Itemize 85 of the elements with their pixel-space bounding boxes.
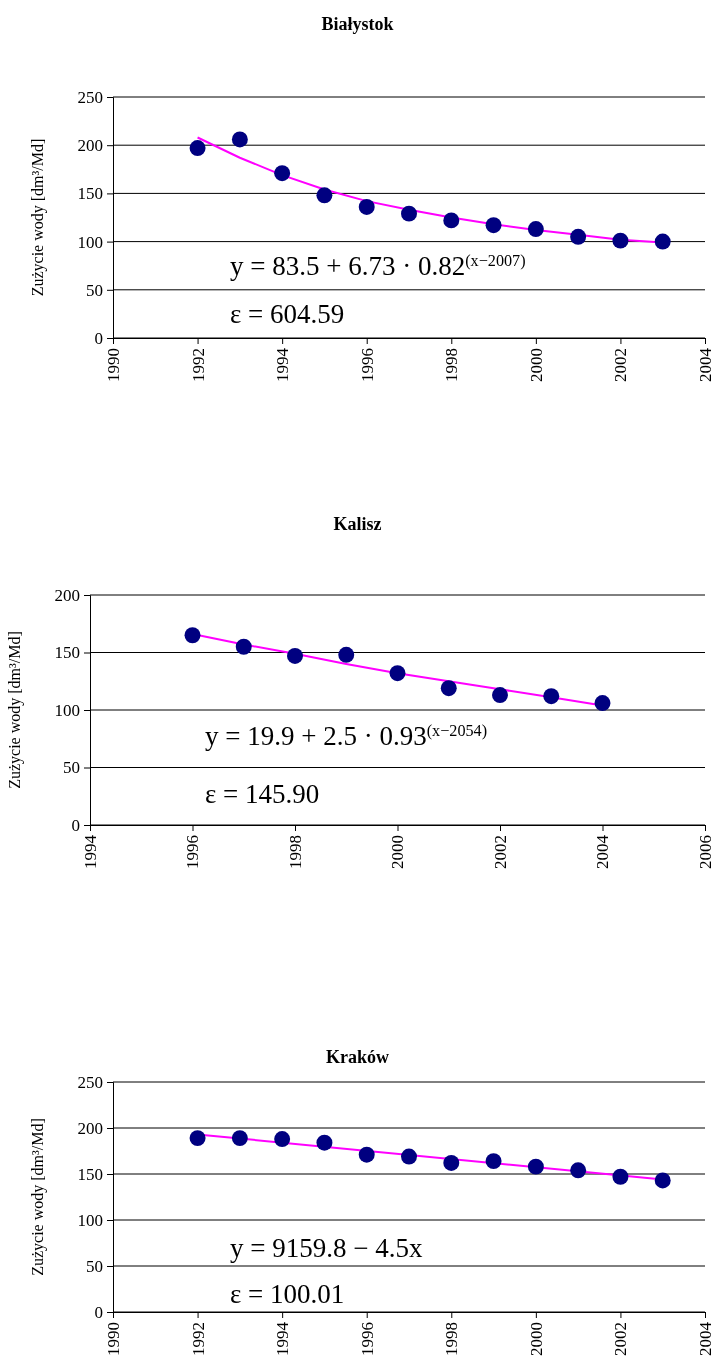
y-axis-title: Zużycie wody [dm³/Md] [29, 1118, 47, 1276]
point [401, 205, 417, 222]
x-tick-label: 1996 [357, 348, 377, 382]
point [594, 695, 611, 712]
y-tick-label: 0 [94, 328, 103, 348]
point [401, 1148, 417, 1165]
point [654, 233, 671, 250]
point [485, 1153, 502, 1170]
point [358, 1146, 375, 1163]
y-tick-label: 250 [77, 87, 103, 107]
point [389, 665, 406, 682]
point [443, 212, 460, 229]
point [443, 1155, 460, 1171]
y-tick-label: 100 [77, 232, 103, 252]
point [570, 1162, 587, 1179]
point [543, 688, 560, 705]
x-tick-label: 2002 [490, 835, 510, 869]
y-tick-label: 100 [77, 1210, 103, 1230]
annotation: y = 9159.8 − 4.5x [230, 1233, 423, 1263]
y-tick-label: 250 [77, 1072, 103, 1092]
point [492, 687, 508, 704]
point [358, 198, 375, 215]
annotation: ε = 100.01 [230, 1279, 345, 1309]
point [316, 187, 333, 204]
x-tick-label: 1994 [80, 834, 100, 869]
y-axis-title: Zużycie wody [dm³/Md] [6, 631, 24, 789]
x-tick-label: 2000 [526, 1322, 546, 1356]
x-tick-label: 1998 [442, 348, 462, 382]
point [274, 1131, 291, 1147]
y-tick-label: 150 [77, 1164, 103, 1184]
y-tick-label: 50 [86, 280, 103, 300]
x-tick-label: 1998 [442, 1322, 462, 1356]
x-tick-label: 2002 [611, 1322, 631, 1356]
x-tick-label: 2004 [695, 347, 715, 382]
point [527, 221, 544, 238]
annotation: y = 83.5 + 6.73 · 0.82$^{(x−2007)}$ [230, 251, 526, 281]
point [189, 1130, 206, 1147]
chart-title: Kalisz [333, 514, 382, 534]
point [231, 131, 248, 148]
point [440, 680, 457, 697]
point [570, 228, 587, 245]
y-tick-label: 0 [71, 815, 80, 835]
x-tick-label: 2000 [388, 835, 408, 869]
y-tick-label: 200 [77, 1118, 103, 1138]
x-tick-label: 2006 [695, 835, 715, 869]
annotation: ε = 145.90 [205, 779, 320, 809]
x-tick-label: 2002 [611, 348, 631, 382]
x-tick-label: 1990 [103, 1322, 123, 1356]
x-tick-label: 2004 [695, 1321, 715, 1356]
point [189, 140, 206, 157]
y-tick-label: 150 [54, 643, 80, 663]
y-tick-label: 150 [77, 184, 103, 204]
x-tick-label: 1994 [273, 347, 293, 382]
y-tick-label: 0 [94, 1302, 103, 1322]
x-tick-label: 1994 [273, 1321, 293, 1356]
point [527, 1158, 544, 1175]
y-tick-label: 200 [54, 585, 80, 605]
x-tick-label: 1998 [285, 835, 305, 869]
x-tick-label: 1992 [188, 348, 208, 382]
x-tick-label: 2000 [526, 348, 546, 382]
point [612, 1168, 629, 1185]
point [184, 627, 201, 644]
point [235, 638, 252, 655]
point [231, 1130, 248, 1147]
y-tick-label: 100 [54, 700, 80, 720]
annotation: y = 19.9 + 2.5 · 0.93$^{(x−2054)}$ [205, 721, 488, 751]
y-tick-label: 50 [86, 1256, 103, 1276]
point [338, 646, 355, 663]
x-tick-label: 1996 [183, 835, 203, 869]
point [287, 647, 303, 664]
y-tick-label: 200 [77, 136, 103, 156]
x-tick-label: 2004 [593, 834, 613, 869]
chart-title: Białystok [321, 14, 394, 34]
chart-title: Kraków [326, 1047, 389, 1067]
point [654, 1172, 671, 1189]
y-tick-label: 50 [63, 758, 80, 778]
point [316, 1134, 333, 1151]
x-tick-label: 1992 [188, 1322, 208, 1356]
y-axis-title: Zużycie wody [dm³/Md] [29, 138, 47, 297]
point [612, 232, 629, 249]
x-tick-label: 1996 [357, 1322, 377, 1356]
x-tick-label: 1990 [103, 348, 123, 382]
point [485, 217, 502, 234]
point [274, 165, 291, 182]
annotation: ε = 604.59 [230, 299, 345, 329]
